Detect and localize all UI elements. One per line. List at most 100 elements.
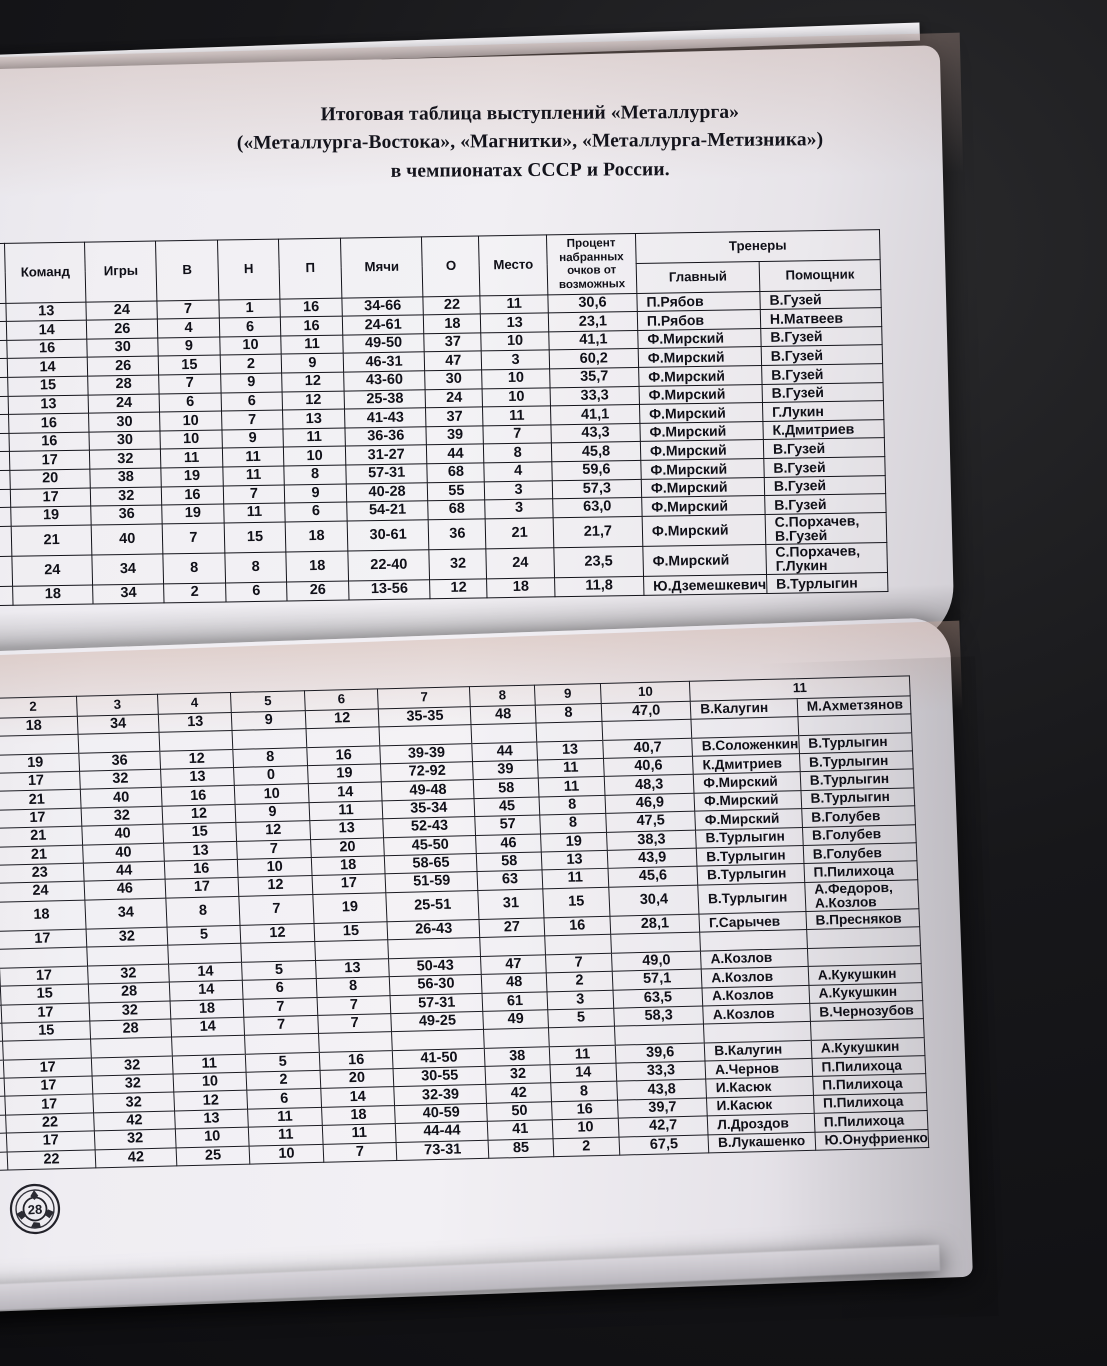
cell-d: 7 — [243, 996, 318, 1018]
cell-head: Ф.Мирский — [640, 439, 764, 461]
th-col-4: 4 — [157, 692, 232, 715]
cell-d: 9 — [231, 710, 306, 731]
cell-teams: 13 — [5, 301, 87, 322]
cell-asst: К.Дмитриев — [762, 419, 885, 440]
cell-pct: 47,5 — [605, 811, 696, 832]
cell-asst: В.Гузей — [764, 475, 886, 496]
cell-w: 19 — [161, 504, 224, 524]
spacer-cell — [480, 936, 546, 957]
cell-w: 6 — [159, 392, 222, 413]
cell-goals: 31-27 — [345, 445, 428, 466]
cell-d: 10 — [237, 857, 312, 878]
cell-games: 40 — [82, 842, 165, 864]
cell-pct: 63,5 — [612, 987, 703, 1009]
spacer-cell — [305, 727, 381, 748]
cell-l: 14 — [308, 782, 383, 803]
cell-games: 32 — [90, 486, 162, 507]
spacer-cell — [535, 721, 603, 742]
spacer-cell — [86, 945, 169, 966]
cell-place: 14 — [549, 1063, 617, 1084]
top-table-container: Год Команд Игры В Н П Мячи О Место Проце… — [0, 229, 889, 607]
cell-games: 40 — [91, 523, 164, 555]
page-number-text: 28 — [27, 1202, 42, 1218]
cell-pct: 45,8 — [551, 441, 641, 462]
cell-d: 2 — [219, 354, 282, 375]
spacer-cell — [544, 934, 612, 955]
cell-pts: 47 — [480, 954, 547, 975]
th-percent: Процент набранных очков от возможных — [546, 233, 637, 295]
cell-pts: 68 — [427, 462, 485, 483]
cell-teams: 14 — [6, 320, 88, 341]
spacer-cell — [90, 1037, 173, 1058]
cell-goals: 34-66 — [341, 296, 424, 317]
page-title-line-2: («Металлурга-Востока», «Магнитки», «Мета… — [236, 129, 824, 155]
spacer-cell — [171, 1035, 246, 1056]
cell-teams: 21 — [0, 789, 82, 811]
cell-asst: В.Гузей — [763, 456, 886, 478]
cell-place: 18 — [486, 577, 555, 598]
cell-pts: 44 — [472, 741, 538, 762]
cell-games: 26 — [87, 356, 159, 377]
cell-head: П.Рябов — [637, 309, 761, 331]
cell-d: 9 — [220, 373, 283, 393]
spacer-cell — [601, 719, 692, 740]
cell-d: 6 — [242, 978, 317, 999]
cell-place: 8 — [483, 443, 552, 463]
cell-pct: 42,7 — [618, 1116, 709, 1137]
cell-head: Ф.Мирский — [639, 421, 764, 442]
cell-games: 34 — [84, 897, 167, 930]
cell-d: 7 — [236, 839, 312, 860]
cell-teams: 16 — [8, 431, 90, 452]
cell-teams: 19 — [10, 506, 92, 527]
cell-d: 5 — [241, 960, 317, 981]
cell-games: 44 — [83, 861, 165, 882]
th-col-8: 8 — [469, 685, 536, 707]
cell-l: 13 — [282, 409, 345, 429]
cell-pts: 39 — [472, 759, 539, 780]
cell-place: 15 — [542, 886, 610, 918]
cell-d: 10 — [249, 1143, 324, 1165]
cell-d: 11 — [223, 503, 286, 523]
th-points: О — [421, 235, 481, 297]
th-col-5: 5 — [230, 690, 306, 713]
cell-d: 10 — [219, 335, 282, 356]
cell-games: 32 — [89, 1000, 171, 1021]
cell-games: 30 — [89, 430, 161, 451]
cell-asst: В.Гузей — [761, 363, 884, 385]
cell-head: Ф.Мирский — [638, 384, 763, 405]
cell-w: 13 — [174, 1109, 249, 1130]
spacer-cell — [483, 1028, 550, 1049]
cell-teams: 15 — [0, 984, 90, 1005]
cell-teams: 17 — [0, 965, 89, 987]
cell-goals: 73-31 — [396, 1139, 490, 1161]
cell-l: 15 — [313, 921, 389, 942]
cell-year: 1966 — [0, 488, 11, 509]
cell-place: 11 — [482, 406, 551, 426]
th-head-coach: Главный — [636, 261, 760, 294]
cell-pct: 43,9 — [607, 848, 698, 869]
cell-l: 12 — [281, 372, 344, 392]
cell-pts: 45 — [474, 796, 540, 817]
th-goals: Мячи — [340, 236, 424, 298]
cell-teams: 17 — [0, 929, 87, 950]
cell-goals: 49-25 — [391, 1011, 484, 1032]
cell-l: 7 — [317, 1013, 392, 1034]
cell-asst: В.Гузей — [761, 345, 883, 366]
cell-games: 32 — [94, 1129, 176, 1150]
th-col-2: 2 — [0, 696, 78, 719]
cell-teams: 17 — [6, 1131, 96, 1152]
cell-goals: 58-65 — [384, 853, 478, 875]
cell-place: 5 — [547, 1008, 615, 1029]
th-col-6: 6 — [304, 688, 379, 711]
cell-pts: 68 — [428, 500, 486, 520]
cell-place: 16 — [543, 916, 611, 937]
spacer-cell — [614, 1024, 705, 1045]
cell-head: П.Рябов — [636, 291, 761, 312]
cell-place: 8 — [535, 703, 602, 724]
cell-pts: 24 — [425, 388, 483, 409]
cell-place: 10 — [481, 331, 550, 352]
cell-l: 6 — [284, 502, 347, 522]
cell-place: 13 — [541, 850, 609, 871]
cell-d: 5 — [245, 1052, 320, 1073]
cell-teams: 17 — [3, 1057, 93, 1079]
